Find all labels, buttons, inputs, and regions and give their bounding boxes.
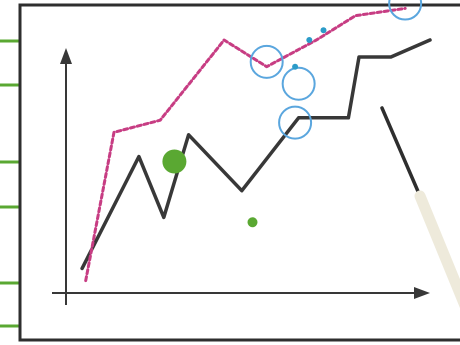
margin-ticks <box>0 39 20 328</box>
data-point-large <box>162 149 187 174</box>
board-frame <box>18 3 460 342</box>
data-point-small <box>292 63 299 70</box>
pen-stroke-line <box>380 106 422 198</box>
highlight-ring <box>388 0 423 21</box>
data-point-small <box>247 217 258 228</box>
pen-body <box>414 190 460 309</box>
highlight-ring <box>281 66 316 101</box>
marker-layer <box>162 0 423 228</box>
axes <box>52 48 430 305</box>
data-point-small <box>320 27 327 34</box>
series-line-dashed <box>84 6 407 283</box>
x-axis-arrow <box>414 287 430 299</box>
pen-pointer <box>380 106 460 309</box>
highlight-ring <box>249 44 284 79</box>
y-axis-arrow <box>60 48 72 64</box>
data-point-small <box>306 37 313 43</box>
series-line-solid <box>80 38 432 271</box>
series-layer <box>80 6 432 283</box>
highlight-ring <box>278 105 313 140</box>
